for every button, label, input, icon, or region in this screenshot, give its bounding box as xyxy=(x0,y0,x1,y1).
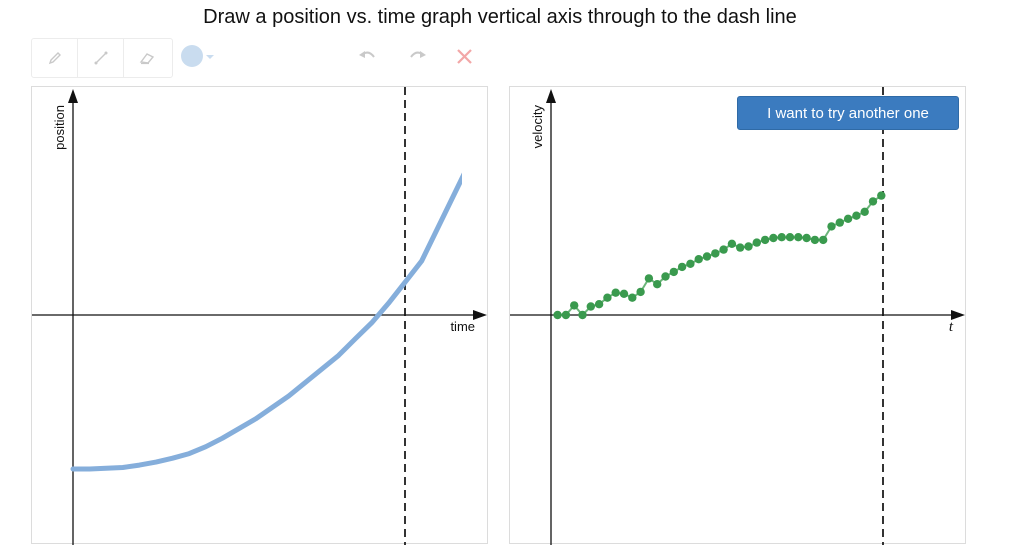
eraser-tool-button[interactable] xyxy=(124,39,170,77)
color-picker[interactable] xyxy=(179,44,219,70)
velocity-x-axis-label: t xyxy=(949,319,954,335)
velocity-point xyxy=(752,238,761,247)
try-another-button[interactable]: I want to try another one xyxy=(737,96,959,130)
velocity-graph-panel: t velocity I want to try another one xyxy=(509,86,966,545)
velocity-point xyxy=(644,274,654,283)
velocity-point xyxy=(628,293,637,302)
velocity-point xyxy=(578,310,587,320)
line-icon xyxy=(94,51,107,65)
instruction-text: Draw a position vs. time graph vertical … xyxy=(203,6,797,28)
velocity-point xyxy=(852,211,861,220)
velocity-point xyxy=(653,280,662,289)
position-curve xyxy=(70,172,462,472)
position-x-axis-arrow xyxy=(473,310,487,320)
position-y-axis-label: position xyxy=(52,105,67,150)
caret-down-icon xyxy=(206,55,214,59)
velocity-point xyxy=(877,191,886,200)
velocity-point xyxy=(868,197,878,206)
velocity-point xyxy=(553,310,562,320)
velocity-point xyxy=(794,233,803,242)
position-graph-panel[interactable]: time position xyxy=(31,86,489,545)
velocity-point xyxy=(603,293,612,302)
velocity-point xyxy=(611,288,620,297)
velocity-point xyxy=(736,243,745,252)
velocity-point xyxy=(802,233,811,243)
redo-icon[interactable] xyxy=(407,46,429,68)
color-swatch xyxy=(181,45,203,67)
velocity-point xyxy=(711,249,720,258)
velocity-point xyxy=(835,218,844,227)
velocity-point xyxy=(769,233,778,243)
pencil-icon xyxy=(48,52,61,65)
velocity-point xyxy=(694,255,703,264)
velocity-point xyxy=(669,267,678,277)
clear-icon[interactable] xyxy=(454,46,476,68)
velocity-point xyxy=(827,222,836,231)
velocity-point xyxy=(586,302,595,311)
eraser-icon xyxy=(139,53,155,65)
velocity-point xyxy=(819,235,828,245)
velocity-point xyxy=(777,233,786,242)
velocity-point xyxy=(727,239,737,248)
velocity-point xyxy=(619,289,629,298)
velocity-point xyxy=(760,235,770,245)
velocity-point xyxy=(686,259,695,268)
velocity-point xyxy=(719,245,728,254)
velocity-line xyxy=(557,194,882,317)
line-tool-button[interactable] xyxy=(78,39,124,77)
pencil-tool-button[interactable] xyxy=(32,39,78,77)
velocity-y-axis-arrow xyxy=(546,89,556,103)
velocity-point xyxy=(661,272,670,281)
velocity-point xyxy=(570,301,579,310)
velocity-point xyxy=(860,207,869,216)
velocity-graph: t velocity xyxy=(510,87,965,545)
position-x-axis-label: time xyxy=(450,319,475,334)
position-graph[interactable]: time position xyxy=(32,87,489,545)
velocity-point xyxy=(561,310,571,320)
velocity-point xyxy=(785,233,795,242)
tool-group xyxy=(31,38,173,78)
undo-icon[interactable] xyxy=(356,46,378,68)
velocity-point xyxy=(677,262,687,272)
velocity-point xyxy=(636,287,645,297)
velocity-point xyxy=(744,242,753,251)
velocity-point xyxy=(702,252,712,261)
velocity-point xyxy=(810,235,820,245)
velocity-y-axis-label: velocity xyxy=(530,105,545,149)
velocity-point xyxy=(843,214,853,223)
position-y-axis-arrow xyxy=(68,89,78,103)
velocity-point xyxy=(594,300,604,309)
velocity-x-axis-arrow xyxy=(951,310,965,320)
